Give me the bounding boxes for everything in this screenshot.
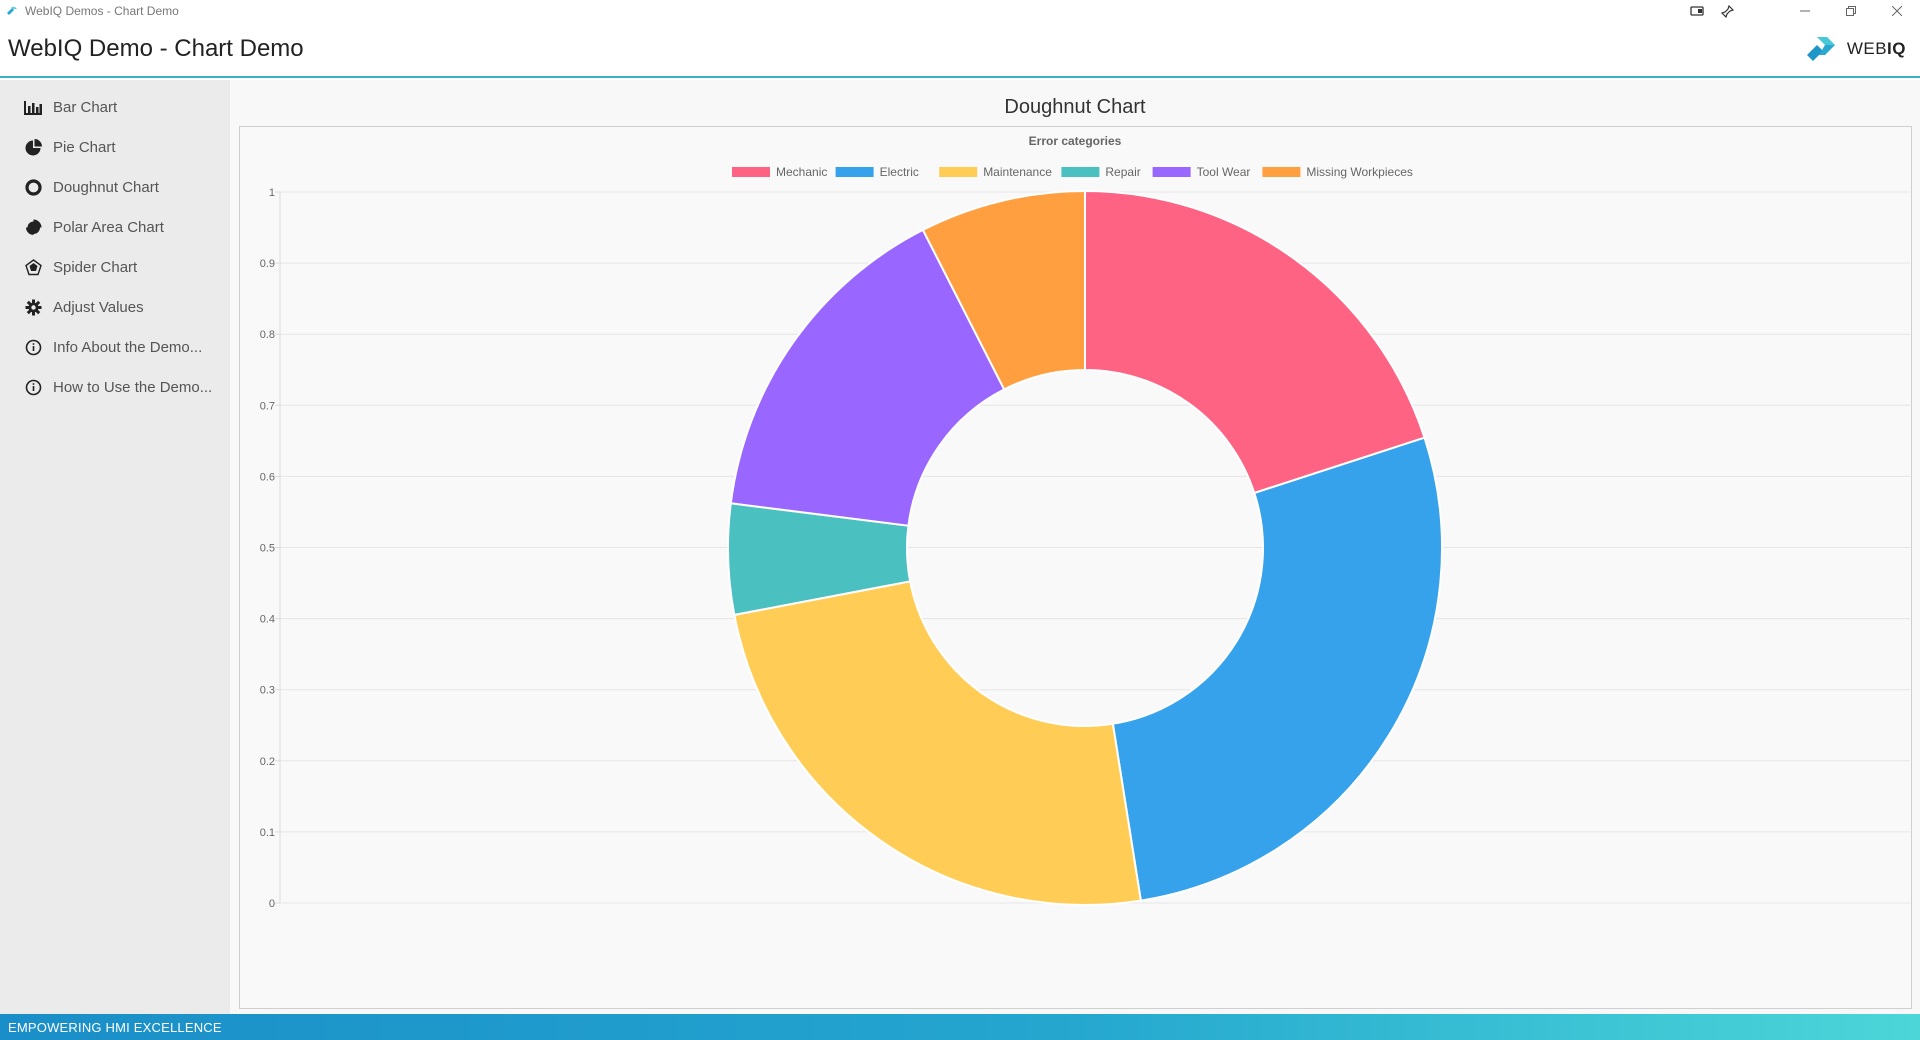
- doughnut-slice-maintenance: [733, 580, 1142, 906]
- sidebar-item-info-about-demo[interactable]: Info About the Demo...: [0, 327, 230, 367]
- legend-label-2: Maintenance: [983, 165, 1052, 179]
- y-tick-label-6: 0.4: [260, 614, 275, 626]
- info-icon: [24, 378, 42, 396]
- legend-label-3: Repair: [1105, 165, 1140, 179]
- y-tick-label-5: 0.5: [260, 543, 275, 555]
- info-icon: [24, 338, 42, 356]
- pie-chart-icon: [24, 138, 42, 156]
- restore-icon[interactable]: [1828, 0, 1874, 22]
- legend-swatch-1: [835, 167, 874, 177]
- app-icon: [7, 7, 17, 15]
- sidebar: Bar Chart Pie Chart Doughnut Chart Polar…: [0, 80, 230, 1014]
- legend-label-5: Missing Workpieces: [1306, 165, 1412, 179]
- spacer: [1742, 0, 1782, 22]
- spider-chart-icon: [24, 258, 42, 276]
- chart-panel: Error categories Mechanic Electric Maintena…: [239, 126, 1912, 1009]
- sidebar-item-label: How to Use the Demo...: [53, 378, 213, 396]
- doughnut-chart: Error categories Mechanic Electric Maintena…: [260, 134, 1910, 910]
- sidebar-item-label: Polar Area Chart: [53, 218, 164, 236]
- y-tick-label-10: 0: [269, 898, 275, 910]
- webiq-logo-icon: [1806, 37, 1835, 61]
- legend-label-0: Mechanic: [776, 165, 827, 179]
- y-tick-label-0: 1: [269, 187, 275, 199]
- chart-title: Error categories: [1029, 134, 1122, 148]
- y-tick-label-3: 0.7: [260, 400, 275, 412]
- doughnut-chart-icon: [24, 178, 42, 196]
- sidebar-item-adjust-values[interactable]: Adjust Values: [0, 287, 230, 327]
- sidebar-item-doughnut-chart[interactable]: Doughnut Chart: [0, 167, 230, 207]
- close-icon[interactable]: [1874, 0, 1920, 22]
- doughnut-slice-tool-wear: [729, 228, 1006, 527]
- window-title-bar: WebIQ Demos - Chart Demo: [0, 0, 1920, 22]
- app-header: WebIQ Demo - Chart Demo WEBIQ: [0, 22, 1920, 78]
- y-tick-label-4: 0.6: [260, 471, 275, 483]
- y-tick-label-8: 0.2: [260, 756, 275, 768]
- legend-label-4: Tool Wear: [1197, 165, 1251, 179]
- legend-label-1: Electric: [880, 165, 919, 179]
- webiq-logo: WEBIQ: [1803, 33, 1906, 65]
- legend-swatch-0: [732, 167, 770, 177]
- doughnut-slice-missing-workpieces: [921, 189, 1086, 391]
- footer-text: EMPOWERING HMI EXCELLENCE: [8, 1019, 222, 1035]
- app-title: WebIQ Demo - Chart Demo: [8, 35, 304, 62]
- sidebar-item-polar-area-chart[interactable]: Polar Area Chart: [0, 207, 230, 247]
- logo-text: WEBIQ: [1846, 39, 1906, 58]
- footer-bar: EMPOWERING HMI EXCELLENCE: [0, 1014, 1920, 1040]
- sidebar-item-label: Adjust Values: [53, 298, 144, 316]
- doughnut-slice-mechanic: [1084, 189, 1426, 495]
- doughnut-slice-electric: [1111, 436, 1443, 902]
- y-tick-label-7: 0.3: [260, 685, 275, 697]
- gear-icon: [24, 298, 42, 316]
- legend-swatch-4: [1152, 167, 1191, 177]
- sidebar-item-pie-chart[interactable]: Pie Chart: [0, 127, 230, 167]
- sidebar-item-label: Info About the Demo...: [53, 338, 203, 356]
- sidebar-item-label: Spider Chart: [53, 258, 138, 276]
- main-content: Doughnut Chart Error categories Mechanic E…: [230, 80, 1920, 1014]
- polar-area-chart-icon: [24, 218, 42, 236]
- sidebar-item-how-to-use-demo[interactable]: How to Use the Demo...: [0, 367, 230, 407]
- screen-icon[interactable]: [1682, 0, 1712, 22]
- window-title: WebIQ Demos - Chart Demo: [25, 4, 179, 18]
- sidebar-item-spider-chart[interactable]: Spider Chart: [0, 247, 230, 287]
- legend-swatch-3: [1061, 167, 1100, 177]
- sidebar-item-label: Bar Chart: [53, 98, 118, 116]
- legend-swatch-2: [939, 167, 978, 177]
- y-tick-label-1: 0.9: [260, 258, 275, 270]
- legend-swatch-5: [1262, 167, 1301, 177]
- bar-chart-icon: [24, 98, 42, 116]
- sidebar-item-label: Doughnut Chart: [53, 178, 159, 196]
- page-title: Doughnut Chart: [1004, 96, 1146, 118]
- y-tick-label-9: 0.1: [260, 827, 275, 839]
- y-tick-label-2: 0.8: [260, 329, 275, 341]
- pin-icon[interactable]: [1712, 0, 1742, 22]
- sidebar-item-label: Pie Chart: [53, 138, 116, 156]
- sidebar-item-bar-chart[interactable]: Bar Chart: [0, 87, 230, 127]
- minimize-icon[interactable]: [1782, 0, 1828, 22]
